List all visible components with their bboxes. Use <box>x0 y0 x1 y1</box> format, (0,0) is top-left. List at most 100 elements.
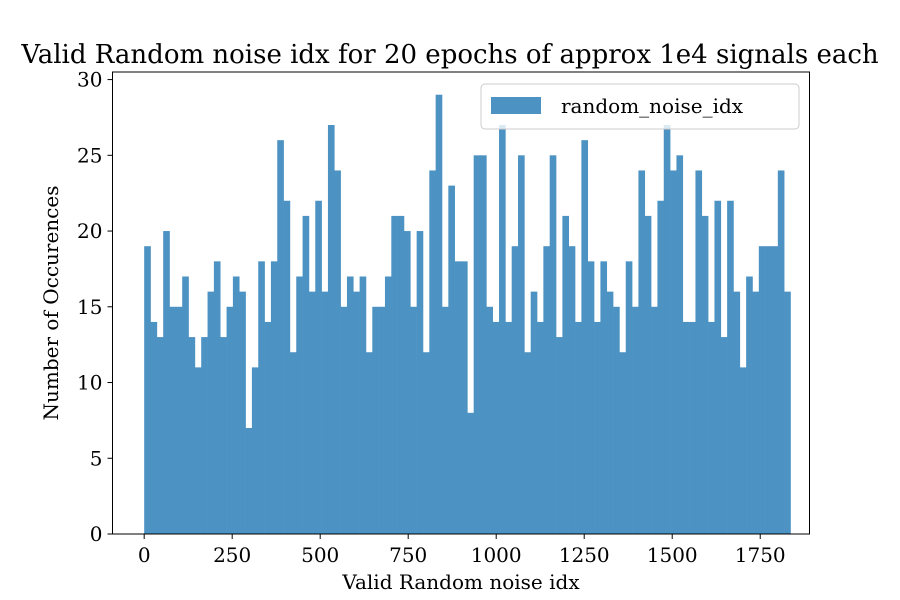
histogram-bar <box>429 170 436 534</box>
histogram-bar <box>378 306 386 534</box>
histogram-bar <box>220 337 227 534</box>
histogram-bar <box>144 246 151 534</box>
histogram-bar <box>644 215 652 534</box>
histogram-bar <box>511 246 519 534</box>
histogram-bar <box>422 352 430 534</box>
y-axis-label: Number of Occurences <box>39 186 63 421</box>
histogram-bar <box>251 367 259 534</box>
histogram-bar <box>334 170 341 534</box>
histogram-bar <box>264 321 272 534</box>
histogram-bar <box>302 215 310 534</box>
histogram-bar <box>625 261 633 534</box>
y-axis-ticks: 0 5 10 15 20 25 30 <box>77 68 113 546</box>
histogram-bar <box>524 352 531 534</box>
histogram-bar <box>714 200 722 535</box>
histogram-bar <box>682 321 690 534</box>
histogram-bar <box>207 291 215 534</box>
histogram-bar <box>346 276 354 534</box>
histogram-bar <box>581 140 589 534</box>
histogram-bar <box>543 246 551 534</box>
y-tick-label: 25 <box>77 143 102 167</box>
histogram-bar <box>321 291 329 534</box>
x-axis-label: Valid Random noise idx <box>341 570 580 594</box>
histogram-bar <box>777 170 785 534</box>
histogram-bar <box>169 306 177 534</box>
histogram-bar <box>575 321 582 534</box>
histogram-bar <box>397 215 405 534</box>
histogram-bar <box>765 246 772 534</box>
histogram-bar <box>606 291 614 534</box>
histogram-bar <box>467 412 474 534</box>
histogram-bar <box>194 367 202 534</box>
histogram-bar <box>416 231 424 534</box>
histogram-bar <box>480 155 487 535</box>
histogram-bar <box>689 321 696 534</box>
x-tick-label: 750 <box>389 543 427 567</box>
legend: random_noise_idx <box>480 83 800 130</box>
histogram-bar <box>739 367 747 534</box>
histogram-bar <box>752 291 760 534</box>
x-tick-label: 1250 <box>559 543 610 567</box>
histogram-bar <box>727 200 734 535</box>
y-tick-label: 10 <box>77 371 102 395</box>
histogram-bar <box>359 276 367 534</box>
histogram-bar <box>435 94 443 534</box>
x-tick-label: 1750 <box>735 543 786 567</box>
histogram-bar <box>663 125 671 535</box>
histogram-bar <box>239 291 246 534</box>
histogram-bar <box>701 215 709 534</box>
histogram-bar <box>758 246 766 534</box>
x-tick-label: 250 <box>213 543 251 567</box>
histogram-bar <box>188 337 196 534</box>
histogram-bar <box>746 276 753 534</box>
histogram-bar <box>277 140 284 534</box>
histogram-bar <box>150 321 158 534</box>
histogram-bar <box>708 321 715 534</box>
legend-swatch <box>491 97 541 114</box>
y-tick-label: 30 <box>77 68 102 92</box>
histogram-bar <box>258 261 265 534</box>
histogram-bar <box>562 215 570 534</box>
histogram-bar <box>594 321 601 534</box>
histogram-bar <box>315 200 322 535</box>
histogram-bar <box>226 306 234 534</box>
histogram-bar <box>600 261 608 534</box>
histogram-bar <box>283 200 291 535</box>
histogram-bar <box>568 246 576 534</box>
x-axis-ticks: 0 250 500 750 1000 1250 1500 1750 <box>138 534 786 567</box>
histogram-bar <box>156 337 164 534</box>
histogram-bar <box>182 276 189 534</box>
y-tick-label: 20 <box>77 219 102 243</box>
histogram-bar <box>410 306 417 534</box>
histogram-bar <box>657 200 665 535</box>
histogram-bar <box>784 291 791 534</box>
histogram-bar <box>270 261 278 534</box>
legend-label: random_noise_idx <box>561 94 744 118</box>
histogram-bar <box>518 155 525 535</box>
histogram-bar <box>441 306 449 534</box>
histogram-bar <box>499 125 506 535</box>
histogram-bar <box>733 291 741 534</box>
histogram-bar <box>454 261 462 534</box>
histogram-bar <box>245 427 253 534</box>
bars-group <box>144 94 791 535</box>
legend-box <box>480 83 800 130</box>
histogram-bar <box>201 337 208 534</box>
histogram-bar <box>232 276 240 534</box>
histogram-bar <box>175 306 183 534</box>
y-tick-label: 0 <box>90 522 103 546</box>
histogram-bar <box>365 352 373 534</box>
histogram-bar <box>327 125 335 535</box>
plot-frame <box>112 71 810 535</box>
histogram-bar <box>473 155 481 535</box>
x-tick-label: 1000 <box>471 543 522 567</box>
x-tick-label: 0 <box>138 543 151 567</box>
histogram-bar <box>556 337 563 534</box>
histogram-bar <box>372 306 379 534</box>
histogram-bar <box>670 170 677 534</box>
histogram-bar <box>638 170 646 534</box>
histogram-bar <box>530 291 538 534</box>
x-tick-label: 1500 <box>647 543 698 567</box>
histogram-bar <box>461 261 468 534</box>
